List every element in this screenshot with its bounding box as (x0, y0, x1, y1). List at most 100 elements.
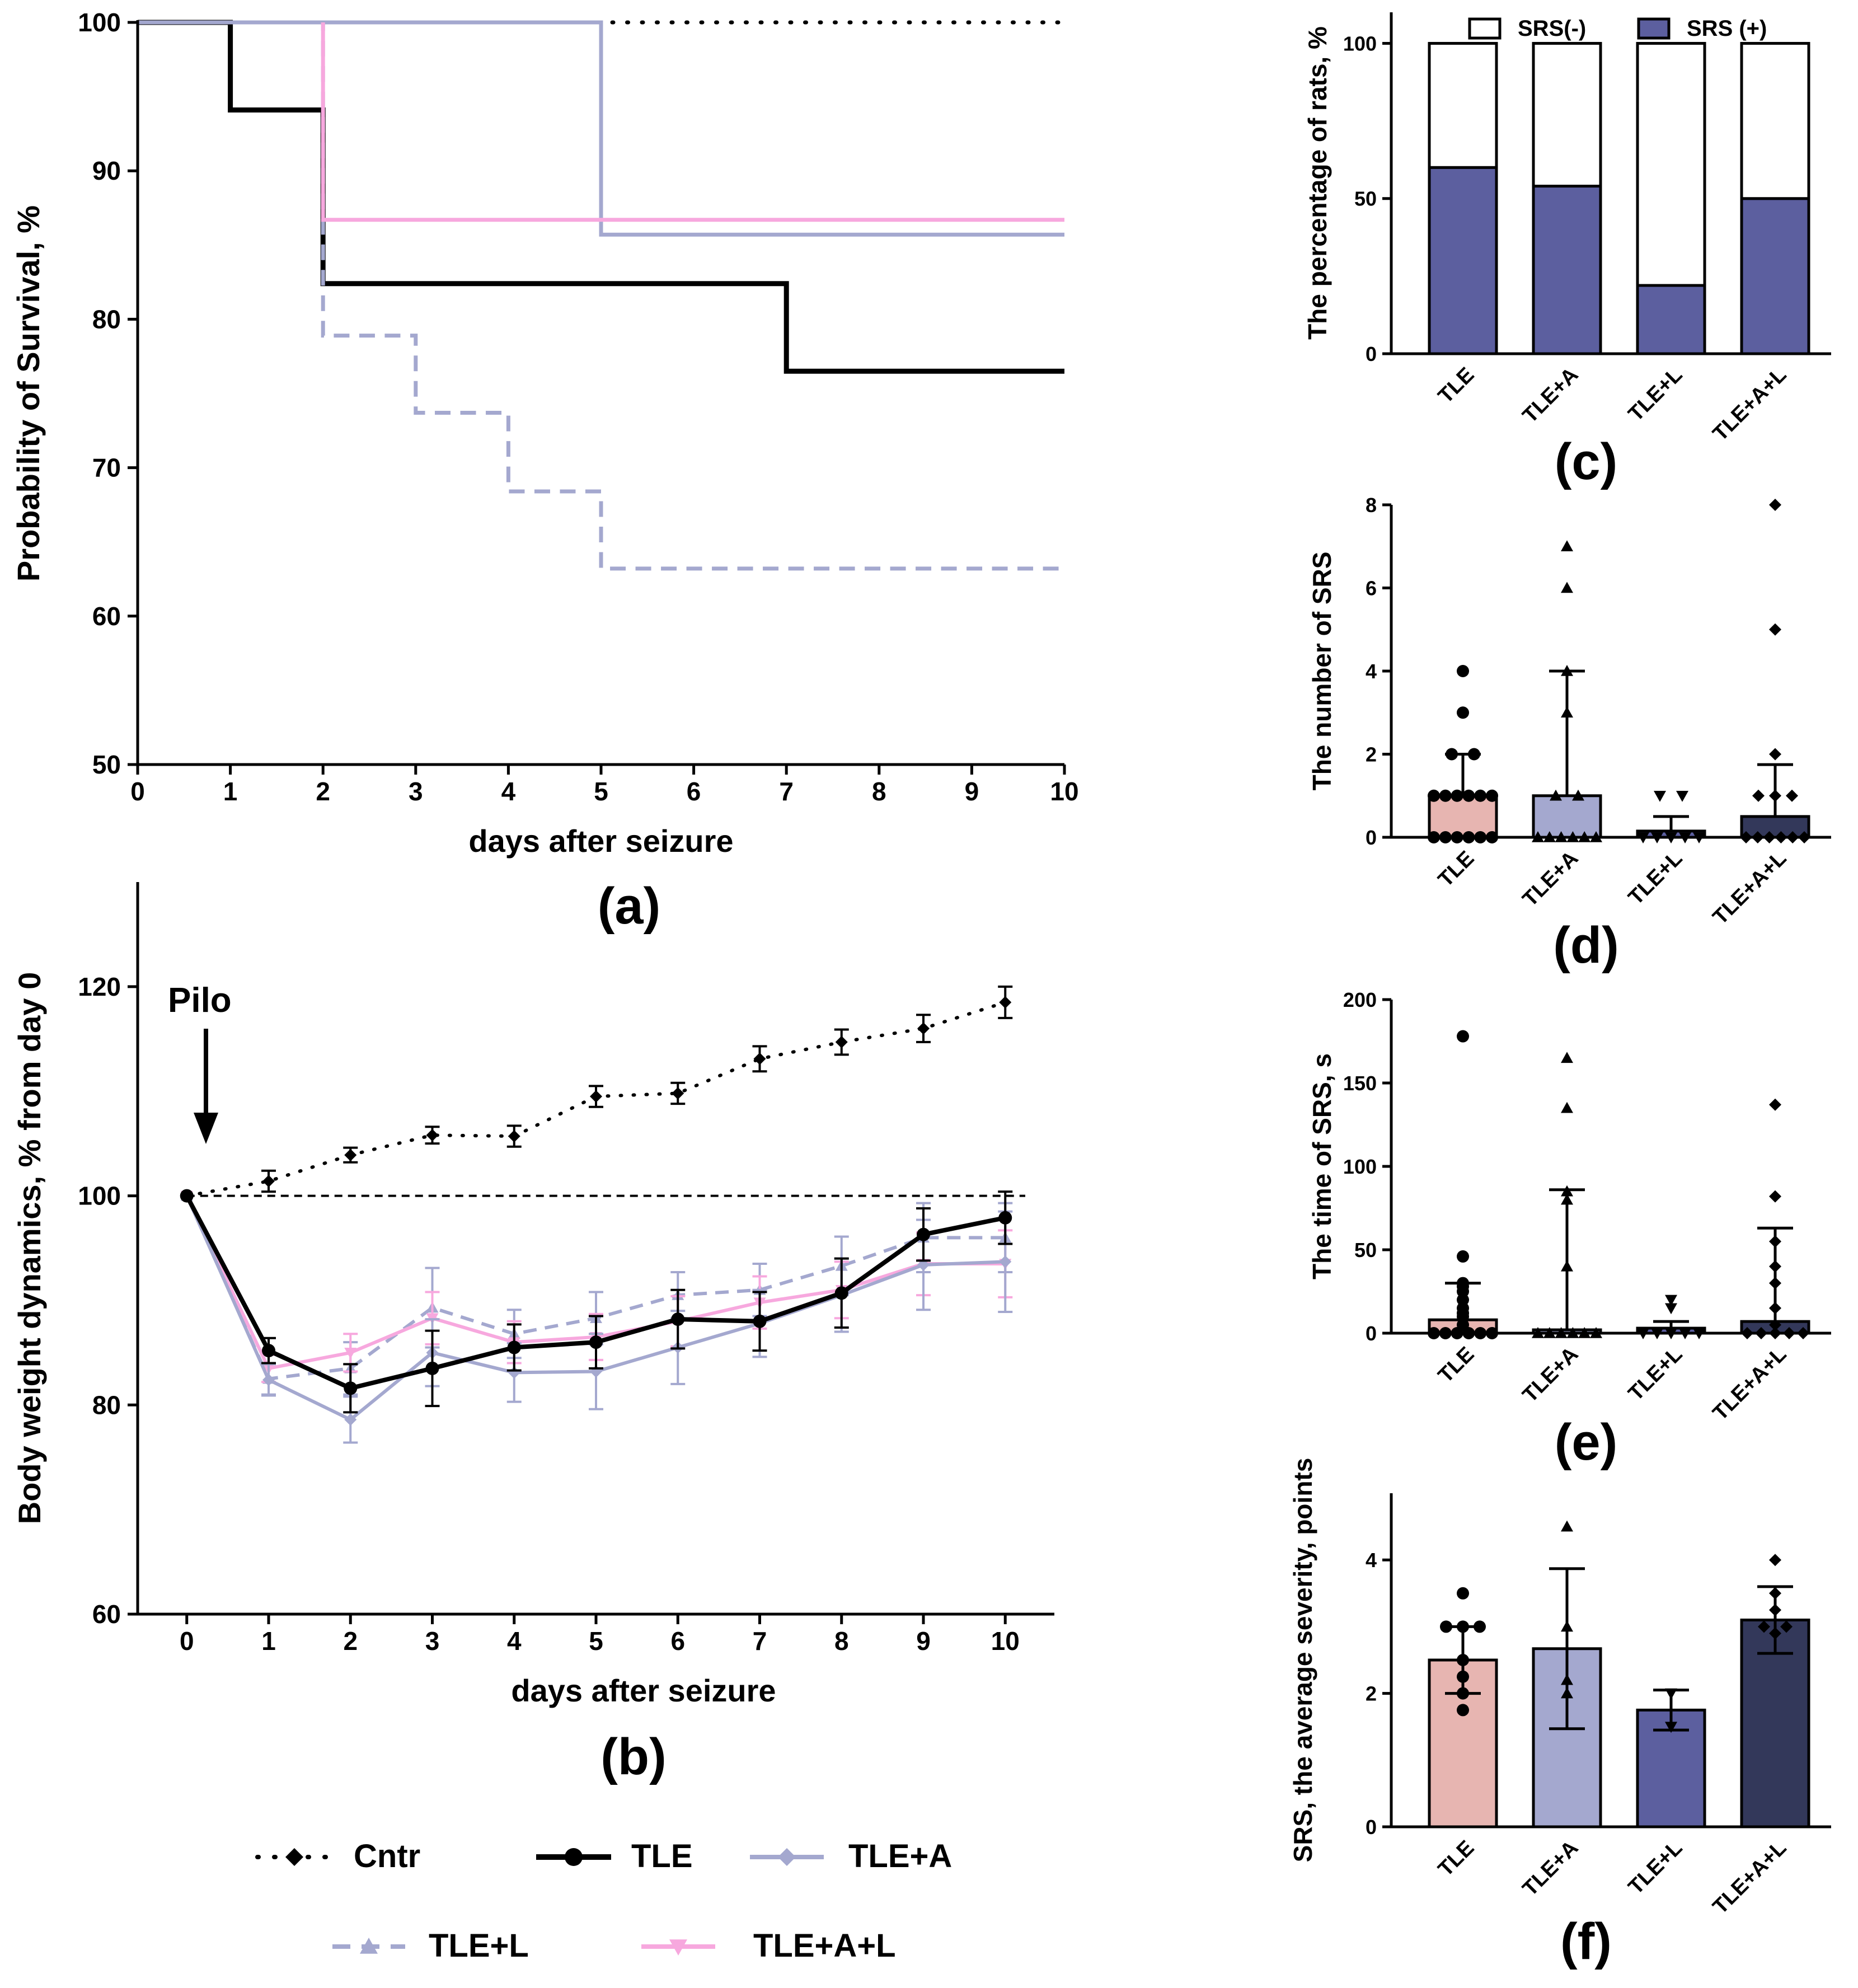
panel-e: TLE TLE+A TLE+L TLE+A+L 0 50 100 150 200 The time… (1307, 988, 1831, 1471)
data-point (1457, 1687, 1469, 1700)
y-axis-title: Probability of Survival, % (11, 205, 46, 582)
legend-label: TLE+L (429, 1928, 529, 1964)
legend-item-tle-a: TLE+A (750, 1838, 952, 1874)
legend-marker (778, 1848, 796, 1866)
y-tick-label: 150 (1343, 1072, 1377, 1095)
category-label: TLE+A (1518, 1343, 1583, 1408)
y-tick-label: 80 (92, 1390, 121, 1419)
data-point (1457, 1587, 1469, 1600)
y-axis-title: The time of SRS, s (1307, 1053, 1336, 1279)
data-point (999, 996, 1012, 1009)
data-point (1561, 1620, 1573, 1632)
category-label: TLE+L (1624, 363, 1687, 426)
data-point (1752, 789, 1765, 802)
data-point (1769, 748, 1781, 761)
x-tick-label: 10 (991, 1626, 1020, 1656)
data-point (753, 1314, 767, 1328)
y-tick-label: 50 (92, 750, 121, 779)
panel-f: TLE TLE+A TLE+L TLE+A+L 0 2 4 SRS, the average … (1288, 1458, 1831, 1970)
data-point (1451, 789, 1463, 802)
y-tick-label: 0 (1366, 343, 1377, 365)
data-point (1550, 789, 1562, 801)
pilo-annotation: Pilo (168, 981, 232, 1020)
data-point (1561, 1193, 1573, 1205)
data-point (590, 1090, 602, 1103)
x-tick-label: 6 (670, 1626, 685, 1656)
data-point (344, 1348, 357, 1359)
data-point (425, 1361, 439, 1375)
data-point (180, 1189, 194, 1203)
category-label: TLE (1434, 847, 1479, 892)
panel-label-e: (e) (1555, 1414, 1617, 1471)
data-point (1561, 540, 1573, 552)
data-point (1676, 790, 1688, 802)
x-tick-label: 1 (223, 777, 238, 806)
legend-label: TLE (631, 1838, 693, 1874)
category-label: TLE (1434, 363, 1479, 408)
data-point (1561, 665, 1573, 676)
data-point (344, 1381, 358, 1395)
legend-marker (669, 1939, 687, 1956)
data-point (1665, 1303, 1677, 1315)
legend-swatch-srs-pos (1637, 17, 1671, 40)
data-point (1457, 1704, 1469, 1717)
data-point (1561, 1673, 1573, 1685)
category-label: TLE (1434, 1343, 1479, 1387)
x-tick-label: 0 (130, 777, 145, 806)
data-point (999, 1255, 1012, 1268)
data-point (834, 1286, 848, 1300)
data-point (1457, 1030, 1469, 1043)
data-point (1428, 789, 1440, 802)
data-point (589, 1335, 603, 1349)
data-point (1468, 748, 1480, 761)
x-tick-label: 3 (409, 777, 423, 806)
data-point (1561, 1185, 1573, 1197)
data-point (1769, 1302, 1781, 1315)
bar-srs-neg (1428, 41, 1498, 169)
data-point (1769, 1260, 1781, 1273)
pilo-arrow-head (194, 1113, 218, 1144)
y-axis-title: Body weight dynamics, % from day 0 (12, 972, 47, 1524)
x-tick-label: 5 (594, 777, 608, 806)
data-point (1665, 1688, 1677, 1700)
data-point (1561, 706, 1573, 718)
y-tick-label: 60 (92, 1600, 121, 1629)
x-tick-label: 1 (261, 1626, 276, 1656)
bar-srs-pos (1740, 197, 1810, 355)
data-point (1769, 623, 1781, 636)
data-point (1561, 582, 1573, 593)
x-tick-label: 3 (425, 1626, 440, 1656)
data-point (1457, 1654, 1469, 1666)
data-point (1457, 1620, 1469, 1633)
y-tick-label: 0 (1366, 1322, 1377, 1345)
y-tick-label: 0 (1366, 826, 1377, 849)
y-tick-label: 100 (1343, 1155, 1377, 1178)
category-label: TLE+A (1518, 847, 1583, 912)
data-point (1769, 1235, 1781, 1248)
category-label: TLE+A (1518, 1836, 1583, 1901)
data-point (1439, 789, 1452, 802)
bar-srs-pos (1428, 166, 1498, 355)
data-point (1769, 1190, 1781, 1203)
data-point (1786, 789, 1798, 802)
y-axis-title: The percentage of rats, % (1303, 26, 1332, 340)
panel-c: TLE TLE+A TLE+L TLE+A+L 0 50 100 The percentage… (1303, 12, 1831, 490)
bar-tle (1428, 794, 1498, 839)
data-point (1462, 789, 1475, 802)
legend-marker (360, 1938, 378, 1954)
category-label: TLE+A+L (1709, 1343, 1791, 1426)
legend: Cntr TLE TLE+A TLE+L TLE+A+L (255, 1838, 952, 1964)
x-tick-label: 8 (872, 777, 886, 806)
panel-b: 60 80 100 120 0 1 2 3 4 5 6 7 8 9 10 days after seizure… (12, 882, 1054, 1785)
x-tick-label: 9 (916, 1626, 931, 1656)
data-point (835, 1035, 848, 1048)
data-point (671, 1312, 685, 1326)
category-label: TLE+A+L (1709, 1836, 1791, 1919)
y-tick-label: 2 (1366, 743, 1377, 766)
x-tick-label: 0 (180, 1626, 194, 1656)
y-tick-label: 2 (1366, 1682, 1377, 1705)
panel-label-f: (f) (1560, 1913, 1612, 1970)
bar-srs-neg (1636, 41, 1706, 287)
category-label: TLE+L (1624, 847, 1687, 910)
legend-item-cntr: Cntr (255, 1838, 420, 1874)
